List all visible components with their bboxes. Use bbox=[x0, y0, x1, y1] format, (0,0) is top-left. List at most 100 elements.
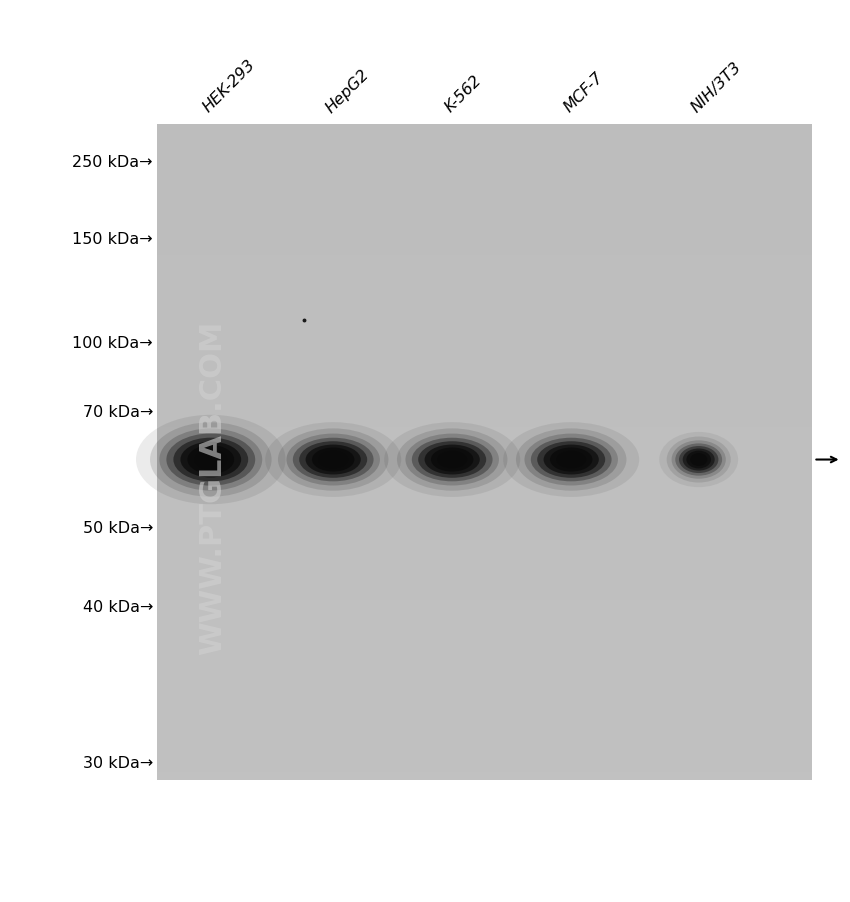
Bar bbox=[157, 231, 812, 239]
Bar bbox=[157, 748, 812, 756]
Bar bbox=[157, 329, 812, 337]
Ellipse shape bbox=[180, 442, 241, 478]
Bar bbox=[157, 740, 812, 748]
Bar bbox=[157, 690, 812, 698]
Text: 150 kDa→: 150 kDa→ bbox=[72, 232, 153, 246]
Ellipse shape bbox=[318, 451, 348, 469]
Bar bbox=[157, 313, 812, 321]
Ellipse shape bbox=[672, 441, 726, 479]
Bar bbox=[157, 124, 812, 133]
Bar bbox=[157, 223, 812, 231]
Ellipse shape bbox=[437, 451, 468, 469]
Bar bbox=[157, 764, 812, 772]
Bar bbox=[157, 600, 812, 608]
Ellipse shape bbox=[679, 446, 718, 474]
Bar bbox=[157, 174, 812, 182]
Bar bbox=[157, 207, 812, 215]
Bar bbox=[157, 403, 812, 411]
Bar bbox=[157, 321, 812, 329]
Bar bbox=[157, 575, 812, 584]
Ellipse shape bbox=[397, 429, 507, 491]
Ellipse shape bbox=[425, 445, 479, 475]
Ellipse shape bbox=[187, 446, 234, 474]
Bar bbox=[157, 502, 812, 510]
Text: 250 kDa→: 250 kDa→ bbox=[72, 155, 153, 170]
Bar bbox=[157, 165, 812, 174]
Ellipse shape bbox=[405, 434, 499, 486]
Bar bbox=[157, 215, 812, 223]
Text: 40 kDa→: 40 kDa→ bbox=[82, 600, 153, 614]
Bar bbox=[157, 371, 812, 379]
Bar bbox=[157, 411, 812, 419]
Bar bbox=[157, 379, 812, 387]
Text: NIH/3T3: NIH/3T3 bbox=[688, 60, 744, 115]
Ellipse shape bbox=[305, 445, 361, 475]
Text: WWW.PTGLAB.COM: WWW.PTGLAB.COM bbox=[198, 320, 227, 654]
Bar bbox=[157, 263, 812, 272]
Bar bbox=[157, 305, 812, 313]
Bar bbox=[157, 354, 812, 363]
Bar bbox=[157, 616, 812, 624]
Bar bbox=[157, 419, 812, 428]
Ellipse shape bbox=[312, 448, 354, 472]
Bar bbox=[157, 444, 812, 452]
Bar bbox=[157, 345, 812, 354]
Bar bbox=[157, 592, 812, 600]
Text: MCF-7: MCF-7 bbox=[561, 70, 606, 115]
Bar bbox=[157, 526, 812, 534]
Bar bbox=[157, 706, 812, 714]
Bar bbox=[157, 714, 812, 723]
Bar bbox=[157, 674, 812, 682]
Bar bbox=[157, 387, 812, 395]
Ellipse shape bbox=[686, 451, 711, 469]
Ellipse shape bbox=[556, 451, 586, 469]
Ellipse shape bbox=[544, 445, 598, 475]
Ellipse shape bbox=[150, 423, 272, 497]
Ellipse shape bbox=[683, 449, 715, 471]
Bar bbox=[157, 551, 812, 559]
Bar bbox=[157, 477, 812, 485]
Ellipse shape bbox=[503, 423, 639, 497]
Ellipse shape bbox=[159, 429, 262, 491]
Text: 70 kDa→: 70 kDa→ bbox=[82, 405, 153, 419]
Bar bbox=[157, 289, 812, 297]
Ellipse shape bbox=[265, 423, 401, 497]
Bar bbox=[157, 624, 812, 632]
Bar bbox=[157, 567, 812, 575]
Ellipse shape bbox=[286, 434, 380, 486]
Ellipse shape bbox=[384, 423, 520, 497]
Ellipse shape bbox=[550, 448, 592, 472]
Bar bbox=[157, 436, 812, 444]
Ellipse shape bbox=[690, 454, 707, 466]
Bar bbox=[157, 157, 812, 165]
Bar bbox=[157, 461, 812, 469]
Bar bbox=[157, 272, 812, 281]
Ellipse shape bbox=[136, 415, 286, 505]
Bar bbox=[157, 584, 812, 592]
Bar bbox=[157, 649, 812, 658]
Bar bbox=[157, 756, 812, 764]
Bar bbox=[157, 182, 812, 190]
Ellipse shape bbox=[516, 429, 626, 491]
Bar bbox=[157, 363, 812, 371]
Bar bbox=[157, 485, 812, 493]
Ellipse shape bbox=[666, 437, 731, 483]
Bar bbox=[157, 731, 812, 740]
Bar bbox=[157, 141, 812, 149]
Ellipse shape bbox=[660, 432, 738, 488]
Bar bbox=[157, 395, 812, 403]
Ellipse shape bbox=[530, 438, 612, 482]
Bar bbox=[157, 133, 812, 141]
Ellipse shape bbox=[537, 442, 605, 478]
Bar bbox=[157, 632, 812, 641]
Bar bbox=[157, 542, 812, 551]
Ellipse shape bbox=[167, 434, 255, 486]
Ellipse shape bbox=[278, 429, 388, 491]
Bar bbox=[157, 666, 812, 674]
Bar bbox=[157, 518, 812, 526]
Ellipse shape bbox=[418, 442, 486, 478]
Bar bbox=[157, 198, 812, 207]
Bar bbox=[157, 337, 812, 345]
Ellipse shape bbox=[411, 438, 493, 482]
Text: 30 kDa→: 30 kDa→ bbox=[82, 755, 153, 769]
